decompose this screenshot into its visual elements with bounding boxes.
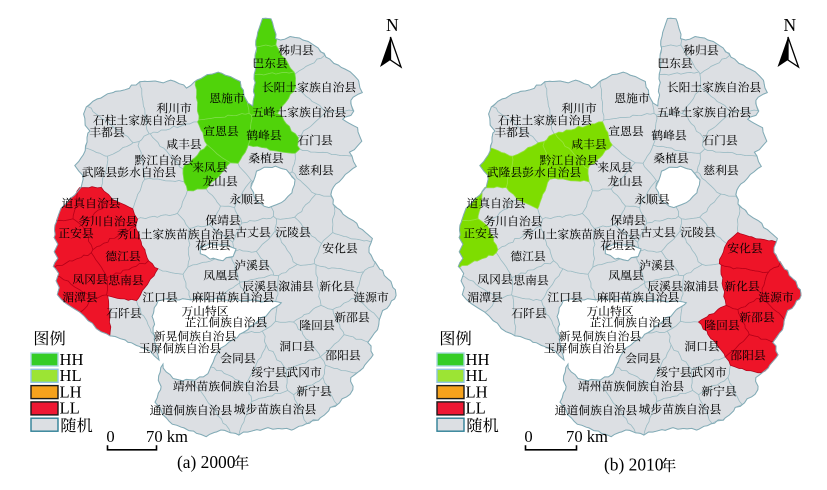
svg-text:HH: HH	[60, 350, 84, 369]
svg-text:N: N	[784, 15, 797, 35]
svg-text:LH: LH	[466, 382, 488, 401]
svg-text:70 km: 70 km	[146, 427, 188, 446]
svg-text:LL: LL	[466, 399, 486, 418]
svg-text:0: 0	[106, 427, 114, 446]
svg-text:LH: LH	[60, 382, 82, 401]
svg-text:HH: HH	[466, 350, 490, 369]
svg-text:(a) 2000: (a) 2000	[177, 452, 236, 472]
svg-text:(b) 2010: (b) 2010	[604, 455, 664, 475]
svg-text:HL: HL	[466, 366, 488, 385]
svg-text:HL: HL	[60, 366, 82, 385]
svg-text:LL: LL	[60, 399, 80, 418]
svg-text:N: N	[386, 15, 399, 35]
svg-text:70 km: 70 km	[566, 427, 608, 446]
svg-text:0: 0	[524, 427, 532, 446]
